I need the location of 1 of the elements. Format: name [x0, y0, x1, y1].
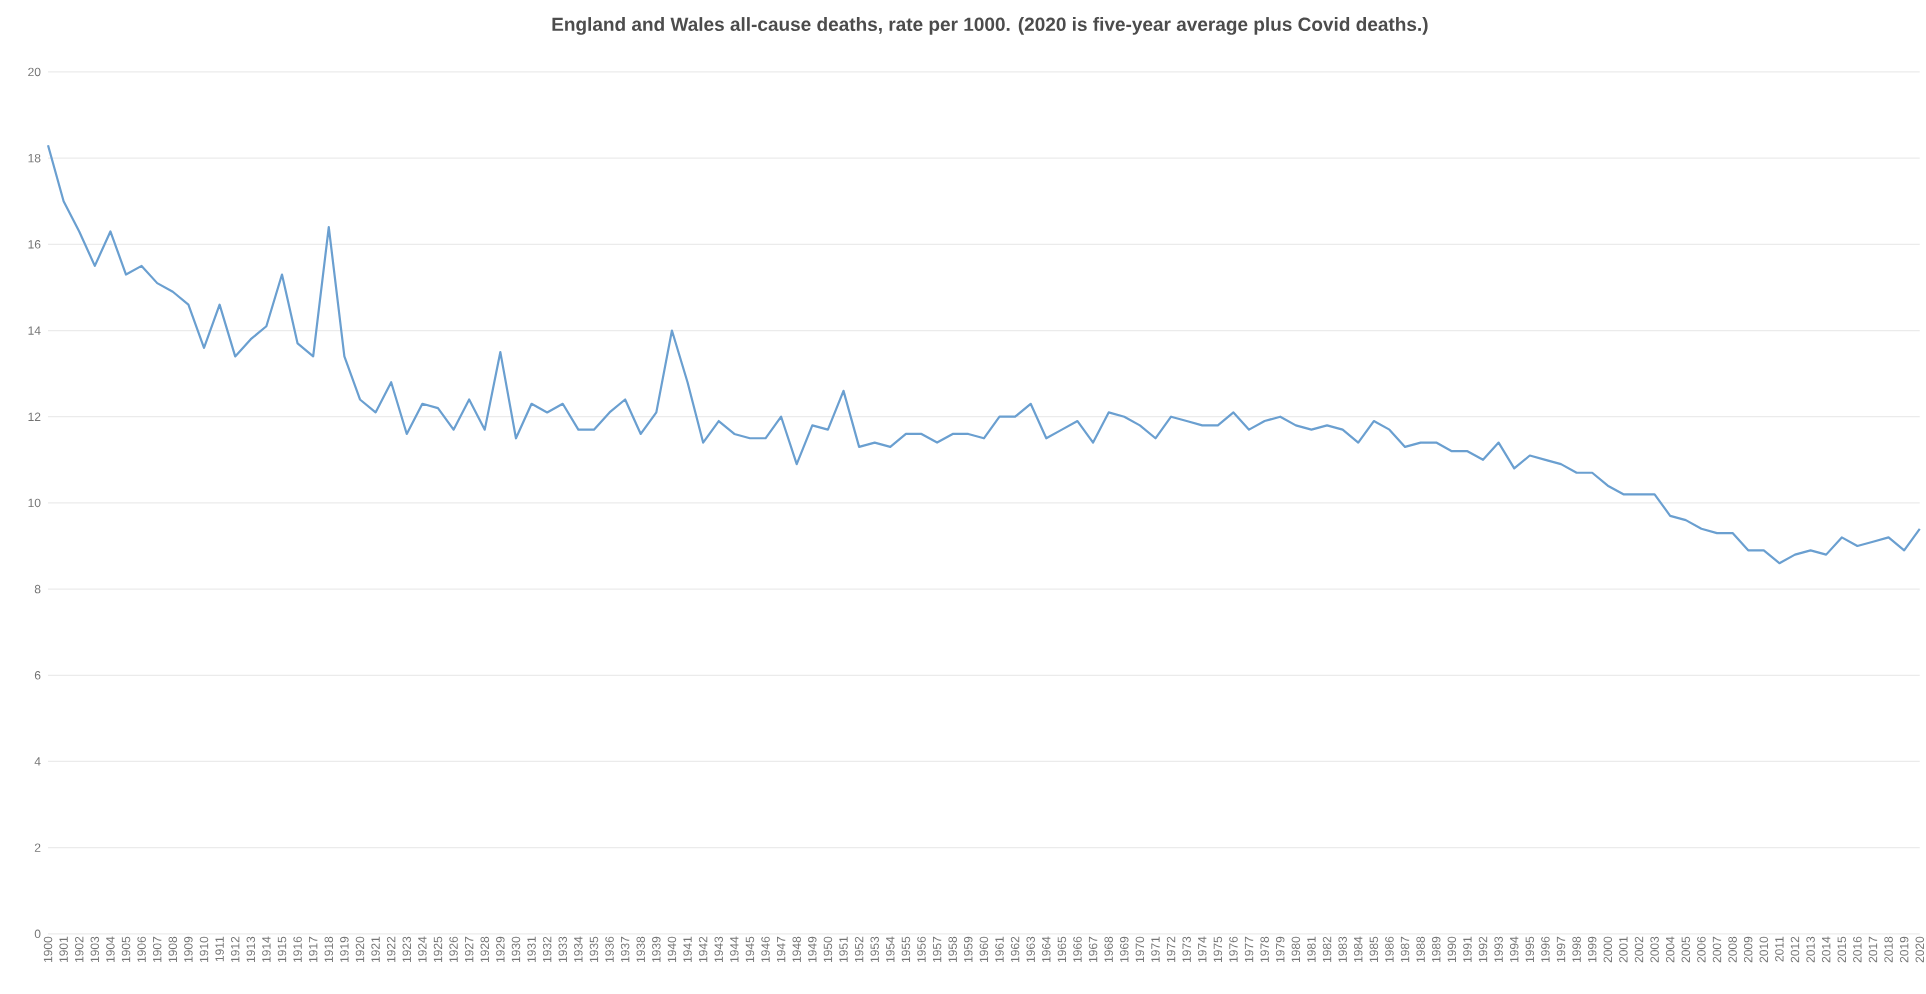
- chart-title: England and Wales all-cause deaths, rate per 1000. (2020 is five-year average plus Covid deaths.): [552, 17, 1428, 35]
